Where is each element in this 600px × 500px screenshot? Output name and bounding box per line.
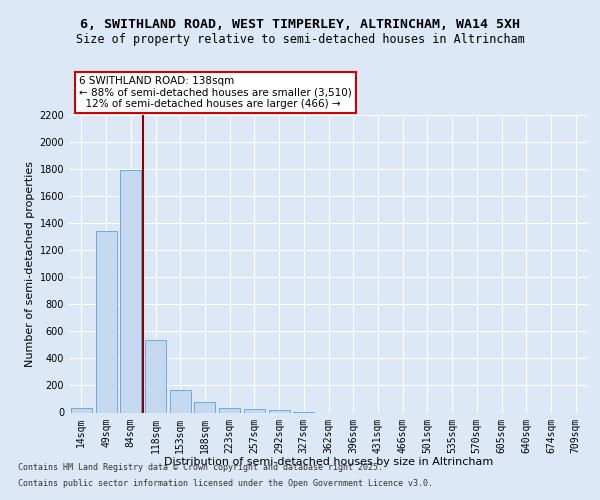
X-axis label: Distribution of semi-detached houses by size in Altrincham: Distribution of semi-detached houses by … [164, 457, 493, 467]
Text: Contains public sector information licensed under the Open Government Licence v3: Contains public sector information licen… [18, 478, 433, 488]
Y-axis label: Number of semi-detached properties: Number of semi-detached properties [25, 161, 35, 367]
Bar [244, 409, 265, 412]
Bar [71, 408, 92, 412]
Text: 6, SWITHLAND ROAD, WEST TIMPERLEY, ALTRINCHAM, WA14 5XH: 6, SWITHLAND ROAD, WEST TIMPERLEY, ALTRI… [80, 18, 520, 30]
Bar [120, 170, 141, 412]
Text: Contains HM Land Registry data © Crown copyright and database right 2025.: Contains HM Land Registry data © Crown c… [18, 464, 383, 472]
Bar [95, 232, 116, 412]
Bar [219, 408, 240, 412]
Text: Size of property relative to semi-detached houses in Altrincham: Size of property relative to semi-detach… [76, 32, 524, 46]
Text: 6 SWITHLAND ROAD: 138sqm
← 88% of semi-detached houses are smaller (3,510)
  12%: 6 SWITHLAND ROAD: 138sqm ← 88% of semi-d… [79, 76, 352, 109]
Bar [170, 390, 191, 412]
Bar [269, 410, 290, 412]
Bar [145, 340, 166, 412]
Bar [194, 402, 215, 412]
